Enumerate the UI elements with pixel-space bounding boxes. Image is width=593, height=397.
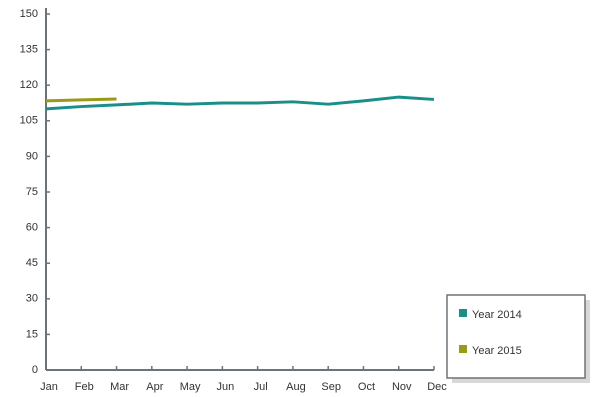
y-tick-label: 75 <box>26 186 38 198</box>
legend: Year 2014 Year 2015 <box>446 294 590 383</box>
y-tick-label: 150 <box>20 8 38 20</box>
y-tick-label: 135 <box>20 44 38 56</box>
x-tick-label: Jun <box>216 381 234 393</box>
x-tick-label: Sep <box>321 381 341 393</box>
x-tick-label: May <box>180 381 201 393</box>
x-tick-label: Oct <box>358 381 375 393</box>
legend-swatch <box>459 345 467 353</box>
legend-label: Year 2015 <box>472 345 522 357</box>
x-tick-label: Mar <box>110 381 129 393</box>
line-series <box>45 97 117 103</box>
y-tick-label: 105 <box>20 115 38 127</box>
legend-swatch <box>459 309 467 317</box>
x-tick-label: Aug <box>286 381 306 393</box>
legend-box <box>446 294 586 379</box>
y-tick-label: 0 <box>32 364 38 376</box>
legend-label: Year 2014 <box>472 309 522 321</box>
x-tick-label: Feb <box>75 381 94 393</box>
y-tick-label: 90 <box>26 150 38 162</box>
y-tick-label: 45 <box>26 257 38 269</box>
x-tick-label: Dec <box>427 381 447 393</box>
y-tick-label: 30 <box>26 293 38 305</box>
x-tick-label: Jul <box>254 381 268 393</box>
x-tick-label: Jan <box>40 381 58 393</box>
y-tick-label: 15 <box>26 328 38 340</box>
x-tick-label: Nov <box>392 381 412 393</box>
x-tick-label: Apr <box>146 381 163 393</box>
line-series <box>45 95 435 111</box>
y-tick-label: 60 <box>26 222 38 234</box>
y-tick-label: 120 <box>20 79 38 91</box>
